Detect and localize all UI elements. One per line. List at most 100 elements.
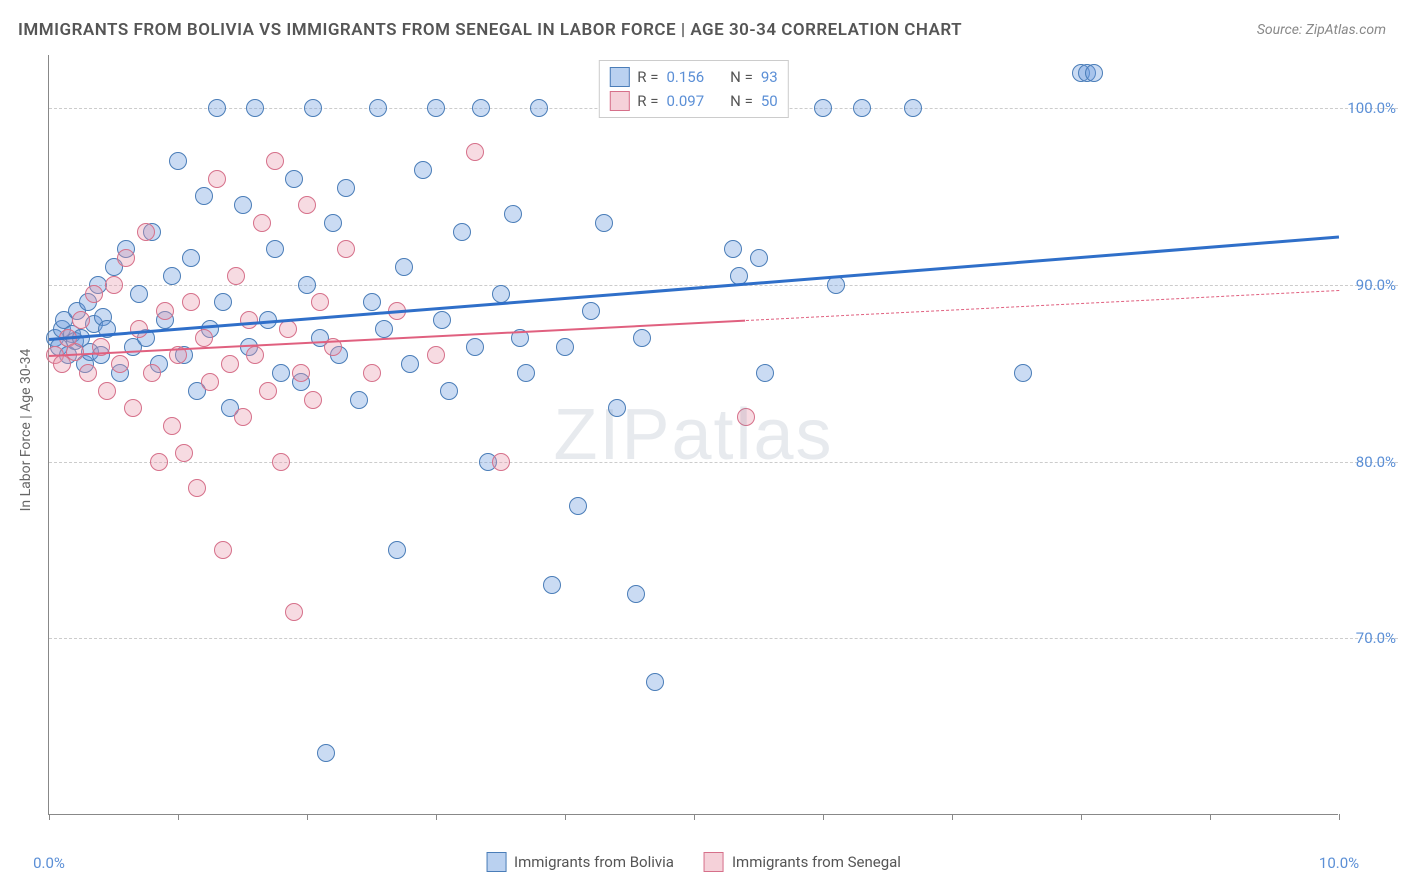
source-attribution: Source: ZipAtlas.com bbox=[1257, 22, 1386, 38]
data-point bbox=[401, 355, 419, 373]
data-point bbox=[1085, 64, 1103, 82]
x-tick bbox=[565, 814, 566, 820]
plot-area: ZIPatlas R = 0.156 N = 93 R = 0.097 N = … bbox=[48, 55, 1338, 815]
data-point bbox=[208, 99, 226, 117]
data-point bbox=[182, 293, 200, 311]
y-tick-label: 90.0% bbox=[1356, 276, 1396, 294]
n-label: N = bbox=[730, 68, 753, 86]
data-point bbox=[453, 223, 471, 241]
data-point bbox=[163, 417, 181, 435]
data-point bbox=[427, 346, 445, 364]
y-axis-label: In Labor Force | Age 30-34 bbox=[18, 349, 34, 512]
data-point bbox=[130, 320, 148, 338]
data-point bbox=[156, 302, 174, 320]
x-tick bbox=[436, 814, 437, 820]
swatch-senegal bbox=[609, 91, 629, 111]
data-point bbox=[433, 311, 451, 329]
data-point bbox=[737, 408, 755, 426]
x-tick bbox=[952, 814, 953, 820]
data-point bbox=[195, 187, 213, 205]
legend-label-bolivia: Immigrants from Bolivia bbox=[514, 853, 674, 871]
data-point bbox=[266, 240, 284, 258]
data-point bbox=[1014, 364, 1032, 382]
legend-row-bolivia: R = 0.156 N = 93 bbox=[609, 65, 777, 89]
y-tick-label: 100.0% bbox=[1347, 99, 1396, 117]
data-point bbox=[304, 391, 322, 409]
data-point bbox=[724, 240, 742, 258]
data-point bbox=[137, 223, 155, 241]
data-point bbox=[285, 603, 303, 621]
x-tick bbox=[1081, 814, 1082, 820]
trend-line bbox=[746, 290, 1339, 321]
data-point bbox=[221, 355, 239, 373]
data-point bbox=[853, 99, 871, 117]
swatch-bolivia bbox=[486, 852, 506, 872]
legend-item-senegal: Immigrants from Senegal bbox=[704, 852, 901, 872]
r-label: R = bbox=[637, 68, 658, 86]
data-point bbox=[246, 99, 264, 117]
data-point bbox=[234, 196, 252, 214]
chart-container: IMMIGRANTS FROM BOLIVIA VS IMMIGRANTS FR… bbox=[0, 0, 1406, 892]
r-value-bolivia: 0.156 bbox=[666, 68, 704, 86]
data-point bbox=[646, 673, 664, 691]
data-point bbox=[214, 541, 232, 559]
r-label: R = bbox=[637, 92, 658, 110]
data-point bbox=[608, 399, 626, 417]
data-point bbox=[246, 346, 264, 364]
data-point bbox=[595, 214, 613, 232]
data-point bbox=[292, 364, 310, 382]
data-point bbox=[556, 338, 574, 356]
data-point bbox=[195, 329, 213, 347]
data-point bbox=[150, 453, 168, 471]
data-point bbox=[633, 329, 651, 347]
data-point bbox=[317, 744, 335, 762]
data-point bbox=[298, 276, 316, 294]
legend-row-senegal: R = 0.097 N = 50 bbox=[609, 89, 777, 113]
data-point bbox=[272, 364, 290, 382]
data-point bbox=[324, 214, 342, 232]
data-point bbox=[304, 99, 322, 117]
n-label: N = bbox=[730, 92, 753, 110]
data-point bbox=[124, 399, 142, 417]
data-point bbox=[214, 293, 232, 311]
x-tick bbox=[694, 814, 695, 820]
x-tick bbox=[178, 814, 179, 820]
data-point bbox=[363, 293, 381, 311]
x-tick bbox=[49, 814, 50, 820]
n-value-bolivia: 93 bbox=[761, 68, 778, 86]
data-point bbox=[169, 152, 187, 170]
data-point bbox=[143, 364, 161, 382]
data-point bbox=[279, 320, 297, 338]
gridline bbox=[49, 462, 1398, 463]
data-point bbox=[414, 161, 432, 179]
data-point bbox=[188, 479, 206, 497]
data-point bbox=[234, 408, 252, 426]
data-point bbox=[517, 364, 535, 382]
data-point bbox=[543, 576, 561, 594]
data-point bbox=[472, 99, 490, 117]
data-point bbox=[85, 285, 103, 303]
x-tick-label: 0.0% bbox=[33, 854, 65, 872]
n-value-senegal: 50 bbox=[761, 92, 778, 110]
data-point bbox=[530, 99, 548, 117]
data-point bbox=[98, 382, 116, 400]
r-value-senegal: 0.097 bbox=[666, 92, 704, 110]
x-tick bbox=[1210, 814, 1211, 820]
swatch-bolivia bbox=[609, 67, 629, 87]
data-point bbox=[427, 99, 445, 117]
data-point bbox=[182, 249, 200, 267]
gridline bbox=[49, 638, 1398, 639]
data-point bbox=[388, 541, 406, 559]
y-tick-label: 70.0% bbox=[1356, 629, 1396, 647]
data-point bbox=[201, 373, 219, 391]
data-point bbox=[259, 382, 277, 400]
data-point bbox=[130, 285, 148, 303]
data-point bbox=[756, 364, 774, 382]
swatch-senegal bbox=[704, 852, 724, 872]
data-point bbox=[311, 293, 329, 311]
data-point bbox=[750, 249, 768, 267]
data-point bbox=[814, 99, 832, 117]
x-tick bbox=[1339, 814, 1340, 820]
data-point bbox=[337, 179, 355, 197]
data-point bbox=[492, 285, 510, 303]
